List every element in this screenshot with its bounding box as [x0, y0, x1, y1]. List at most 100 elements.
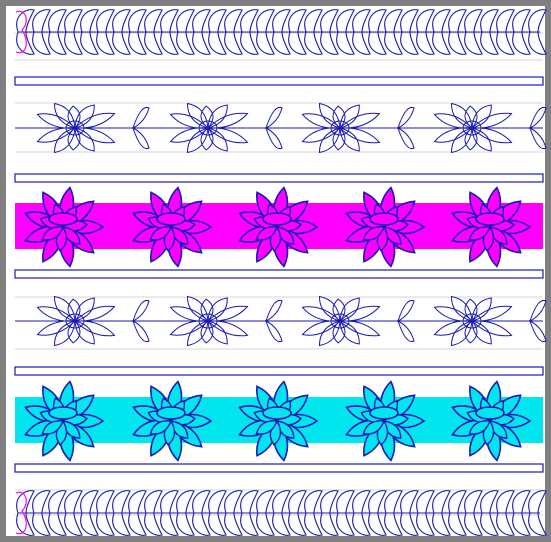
filled-flower	[451, 186, 532, 268]
feather-stitch-path	[16, 490, 547, 536]
flower-center	[462, 120, 482, 136]
vine-leaves	[132, 106, 150, 150]
flower-petal	[67, 298, 81, 322]
flower-petal-inner	[468, 226, 491, 241]
feather-border-top	[15, 9, 547, 55]
filled-flower	[238, 380, 319, 462]
flower-petal-inner	[362, 420, 385, 435]
leaf	[529, 106, 547, 129]
flower-petal	[450, 102, 473, 129]
filled-flower	[451, 380, 532, 462]
vine-leaves	[265, 299, 283, 343]
outline-flower	[301, 295, 381, 347]
flower-petal-inner	[255, 226, 278, 241]
flower-center	[198, 120, 218, 136]
flower-petal	[464, 298, 478, 322]
feather-stitch-path	[16, 9, 547, 55]
leaf	[265, 299, 283, 322]
flower-petal	[74, 297, 95, 322]
flower-petal	[450, 320, 473, 347]
vine-leaves	[397, 106, 415, 150]
flower-petal	[207, 297, 228, 322]
flower-petal	[53, 102, 76, 129]
leaf	[265, 106, 283, 129]
flower-center	[65, 313, 85, 329]
flower-center	[156, 406, 186, 420]
flower-petal	[470, 305, 513, 322]
flower-petal	[338, 127, 381, 144]
flower-petal	[318, 127, 341, 154]
flower-petal-inner	[41, 226, 64, 241]
flower-petal	[200, 320, 214, 344]
flower-petal	[450, 127, 473, 154]
leaf	[265, 127, 283, 150]
flower-petal	[471, 320, 492, 345]
flower-petal	[53, 127, 76, 154]
flower-petal	[169, 306, 210, 322]
flower-petal	[206, 127, 249, 144]
flower-center	[156, 212, 186, 226]
flower-petal	[339, 320, 360, 345]
flower-center	[462, 313, 482, 329]
start-marker	[15, 10, 27, 54]
flower-petal	[301, 113, 342, 129]
flower-petal-inner	[149, 420, 172, 435]
outline-flower	[36, 295, 116, 347]
flower-petal	[433, 127, 474, 143]
flower-petal	[73, 305, 116, 322]
vine-leaves	[132, 299, 150, 343]
leaf	[397, 320, 415, 343]
leaf	[265, 320, 283, 343]
flower-petal	[186, 102, 209, 129]
flower-petal	[67, 320, 81, 344]
flower-petal	[470, 320, 513, 337]
flower-petal	[471, 127, 492, 152]
flower-petal	[338, 320, 381, 337]
flower-petal-inner	[362, 226, 385, 241]
flower-petal	[186, 320, 209, 347]
flower-center	[475, 406, 505, 420]
flower-petal	[200, 127, 214, 151]
flower-petal	[301, 320, 342, 336]
flower-petal	[301, 306, 342, 322]
separator-bar-4	[14, 366, 544, 376]
flower-petal-inner	[255, 420, 278, 435]
leaf	[529, 320, 547, 343]
flower-petal-inner	[41, 420, 64, 435]
vine-leaves	[529, 106, 547, 150]
flower-petal	[338, 305, 381, 322]
flower-petal	[339, 104, 360, 129]
flower-petal	[332, 127, 346, 151]
flower-petal	[464, 127, 478, 151]
flower-petal	[332, 105, 346, 129]
leaf	[397, 106, 415, 129]
flower-petal	[338, 112, 381, 129]
flower-petal	[301, 127, 342, 143]
flower-petal	[464, 320, 478, 344]
flower-petal	[186, 295, 209, 322]
vine-leaves	[397, 299, 415, 343]
flower-petal	[339, 297, 360, 322]
outline-flower	[169, 102, 249, 154]
flower-center	[369, 406, 399, 420]
flower-petal	[73, 112, 116, 129]
filled-flower	[132, 380, 213, 462]
flower-petal	[207, 127, 228, 152]
outline-flower	[433, 102, 513, 154]
start-marker	[15, 491, 27, 535]
flower-petal	[73, 320, 116, 337]
filled-flower-row-magenta	[24, 186, 532, 268]
flower-petal	[53, 295, 76, 322]
flower-petal	[74, 320, 95, 345]
flower-center	[475, 212, 505, 226]
filled-flower	[24, 186, 105, 268]
flower-petal	[207, 104, 228, 129]
flower-petal	[169, 127, 210, 143]
flower-center	[65, 120, 85, 136]
vine-leaves	[265, 106, 283, 150]
leaf	[132, 320, 150, 343]
flower-petal	[36, 306, 77, 322]
filled-flower	[132, 186, 213, 268]
separator-bar-5	[14, 463, 544, 473]
